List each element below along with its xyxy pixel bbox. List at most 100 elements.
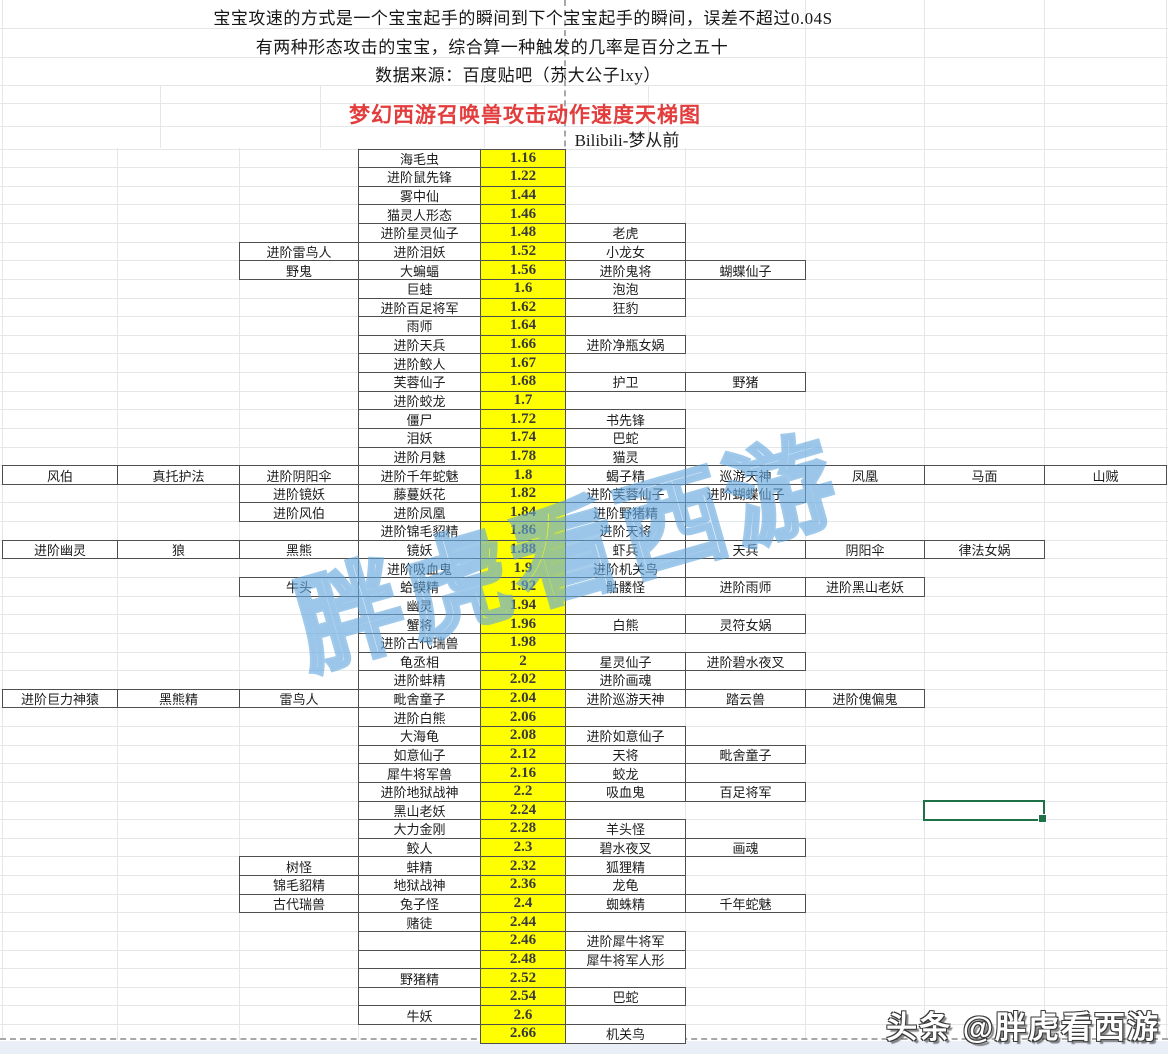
pet-cell[interactable]: 星灵仙子: [565, 651, 686, 672]
pet-cell[interactable]: 进阶犀牛将军: [565, 930, 686, 951]
pet-cell[interactable]: 虾兵: [565, 539, 686, 560]
speed-cell[interactable]: 2.46: [480, 930, 566, 951]
pet-cell[interactable]: 龟丞相: [358, 651, 481, 672]
pet-cell[interactable]: 黑熊精: [117, 688, 240, 709]
pet-cell[interactable]: 猫灵: [565, 446, 686, 467]
pet-cell[interactable]: 幽灵: [358, 595, 481, 616]
speed-cell[interactable]: 1.52: [480, 241, 566, 262]
speed-cell[interactable]: 2.6: [480, 1005, 566, 1026]
pet-cell[interactable]: 龙龟: [565, 875, 686, 895]
speed-cell[interactable]: 1.78: [480, 446, 566, 467]
pet-cell[interactable]: 千年蛇魅: [685, 893, 806, 914]
pet-cell[interactable]: 进阶地狱战神: [358, 781, 481, 802]
pet-cell[interactable]: 骷髅怪: [565, 576, 686, 597]
speed-cell[interactable]: 1.64: [480, 316, 566, 336]
pet-cell[interactable]: 藤蔓妖花: [358, 483, 481, 504]
pet-cell[interactable]: 巴蛇: [565, 986, 686, 1007]
pet-cell[interactable]: 进阶芙蓉仙子: [565, 483, 686, 504]
pet-cell[interactable]: 进阶净瓶女娲: [565, 334, 686, 355]
pet-cell[interactable]: 蟹将: [358, 614, 481, 634]
pet-cell[interactable]: 阴阳伞: [805, 539, 925, 560]
pet-cell[interactable]: 马面: [924, 465, 1045, 485]
pet-cell[interactable]: 进阶泪妖: [358, 241, 481, 262]
pet-cell[interactable]: 进阶傀偏鬼: [805, 688, 925, 709]
pet-cell[interactable]: 碧水夜叉: [565, 837, 686, 858]
pet-cell[interactable]: 进阶吸血鬼: [358, 558, 481, 578]
pet-cell[interactable]: 进阶阴阳伞: [239, 465, 359, 485]
speed-cell[interactable]: 1.8: [480, 465, 566, 485]
pet-cell[interactable]: 黑熊: [239, 539, 359, 560]
pet-cell[interactable]: 大蝙蝠: [358, 260, 481, 280]
pet-cell[interactable]: 真托护法: [117, 465, 240, 485]
speed-cell[interactable]: 1.48: [480, 223, 566, 243]
pet-cell[interactable]: 进阶百足将军: [358, 297, 481, 318]
pet-cell[interactable]: 进阶巡游天神: [565, 688, 686, 709]
pet-cell[interactable]: 书先锋: [565, 409, 686, 429]
pet-cell[interactable]: 凤凰: [805, 465, 925, 485]
pet-cell[interactable]: 牛妖: [358, 1005, 481, 1026]
pet-cell[interactable]: [358, 930, 481, 951]
pet-cell[interactable]: 蚌精: [358, 856, 481, 877]
speed-cell[interactable]: 2.66: [480, 1024, 566, 1044]
pet-cell[interactable]: 进阶鬼将: [565, 260, 686, 280]
pet-cell[interactable]: 进阶黑山老妖: [805, 576, 925, 597]
pet-cell[interactable]: 大力金刚: [358, 819, 481, 839]
pet-cell[interactable]: 山贼: [1044, 465, 1167, 485]
pet-cell[interactable]: 树怪: [239, 856, 359, 877]
speed-cell[interactable]: 1.82: [480, 483, 566, 504]
speed-cell[interactable]: 1.84: [480, 502, 566, 523]
pet-cell[interactable]: 进阶蚌精: [358, 670, 481, 690]
pet-cell[interactable]: 进阶野猪精: [565, 502, 686, 523]
pet-cell[interactable]: 黑山老妖: [358, 800, 481, 821]
pet-cell[interactable]: 兔子怪: [358, 893, 481, 914]
pet-cell[interactable]: 进阶如意仙子: [565, 726, 686, 746]
pet-cell[interactable]: 进阶雨师: [685, 576, 806, 597]
pet-cell[interactable]: 蛤蟆精: [358, 576, 481, 597]
pet-cell[interactable]: 进阶机关鸟: [565, 558, 686, 578]
pet-cell[interactable]: 雾中仙: [358, 185, 481, 206]
pet-cell[interactable]: 大海龟: [358, 726, 481, 746]
speed-cell[interactable]: 1.66: [480, 334, 566, 355]
speed-cell[interactable]: 2.04: [480, 688, 566, 709]
pet-cell[interactable]: 狂豹: [565, 297, 686, 318]
speed-cell[interactable]: 1.92: [480, 576, 566, 597]
pet-cell[interactable]: 白熊: [565, 614, 686, 634]
speed-cell[interactable]: 2.54: [480, 986, 566, 1007]
pet-cell[interactable]: 画魂: [685, 837, 806, 858]
pet-cell[interactable]: 蝎子精: [565, 465, 686, 485]
speed-cell[interactable]: 1.74: [480, 427, 566, 448]
pet-cell[interactable]: 巨蛙: [358, 278, 481, 299]
pet-cell[interactable]: 风伯: [2, 465, 118, 485]
pet-cell[interactable]: 踏云兽: [685, 688, 806, 709]
speed-cell[interactable]: 2.32: [480, 856, 566, 877]
pet-cell[interactable]: 进阶白熊: [358, 707, 481, 728]
pet-cell[interactable]: 进阶天兵: [358, 334, 481, 355]
speed-cell[interactable]: 1.67: [480, 353, 566, 374]
pet-cell[interactable]: 百足将军: [685, 781, 806, 802]
pet-cell[interactable]: [358, 949, 481, 970]
pet-cell[interactable]: 护卫: [565, 372, 686, 392]
speed-cell[interactable]: 1.68: [480, 372, 566, 392]
speed-cell[interactable]: 1.94: [480, 595, 566, 616]
pet-cell[interactable]: 地狱战神: [358, 875, 481, 895]
speed-cell[interactable]: 2.28: [480, 819, 566, 839]
speed-cell[interactable]: 2.44: [480, 912, 566, 932]
pet-cell[interactable]: 狐狸精: [565, 856, 686, 877]
pet-cell[interactable]: 进阶凤凰: [358, 502, 481, 523]
pet-cell[interactable]: 野猪: [685, 372, 806, 392]
speed-cell[interactable]: 2.24: [480, 800, 566, 821]
pet-cell[interactable]: 芙蓉仙子: [358, 372, 481, 392]
pet-cell[interactable]: 毗舍童子: [685, 744, 806, 765]
pet-cell[interactable]: 律法女娲: [924, 539, 1045, 560]
pet-cell[interactable]: 犀牛将军兽: [358, 763, 481, 783]
speed-cell[interactable]: 1.44: [480, 185, 566, 206]
pet-cell[interactable]: 蝴蝶仙子: [685, 260, 806, 280]
speed-cell[interactable]: 1.16: [480, 148, 566, 169]
pet-cell[interactable]: 牛头: [239, 576, 359, 597]
pet-cell[interactable]: 羊头怪: [565, 819, 686, 839]
pet-cell[interactable]: 犀牛将军人形: [565, 949, 686, 970]
speed-cell[interactable]: 1.9: [480, 558, 566, 578]
speed-cell[interactable]: 1.46: [480, 204, 566, 224]
speed-cell[interactable]: 2.12: [480, 744, 566, 765]
pet-cell[interactable]: 僵尸: [358, 409, 481, 429]
